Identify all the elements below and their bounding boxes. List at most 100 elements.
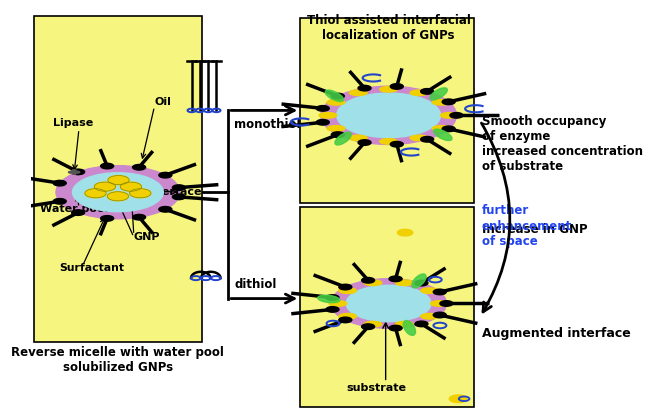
Ellipse shape [173, 185, 185, 191]
Ellipse shape [327, 99, 345, 105]
Text: further
enhancement
of space: further enhancement of space [482, 204, 572, 247]
Ellipse shape [430, 88, 447, 100]
Ellipse shape [73, 173, 163, 212]
Ellipse shape [331, 93, 344, 99]
Ellipse shape [358, 140, 371, 145]
Ellipse shape [330, 279, 446, 328]
Ellipse shape [415, 321, 428, 327]
Ellipse shape [325, 90, 344, 101]
Ellipse shape [410, 135, 428, 141]
Ellipse shape [432, 126, 450, 131]
Ellipse shape [420, 137, 434, 142]
Ellipse shape [449, 395, 467, 402]
Ellipse shape [338, 313, 356, 319]
Ellipse shape [329, 301, 347, 306]
Ellipse shape [450, 112, 463, 118]
Ellipse shape [72, 170, 76, 171]
Ellipse shape [335, 132, 351, 145]
Ellipse shape [390, 142, 403, 147]
Ellipse shape [380, 139, 397, 144]
Ellipse shape [56, 166, 180, 219]
Ellipse shape [389, 325, 402, 331]
Ellipse shape [412, 274, 426, 288]
Text: Reverse micelle with water pool
solubilized GNPs: Reverse micelle with water pool solubili… [11, 346, 224, 373]
Text: substrate: substrate [347, 383, 407, 393]
Text: monothiol: monothiol [234, 118, 301, 131]
Ellipse shape [350, 135, 367, 141]
Text: Oil: Oil [155, 97, 171, 107]
Ellipse shape [120, 182, 141, 191]
Text: Water pool: Water pool [40, 204, 108, 213]
Ellipse shape [108, 175, 129, 184]
Ellipse shape [395, 280, 413, 285]
FancyArrowPatch shape [481, 123, 510, 312]
Ellipse shape [430, 301, 448, 306]
Ellipse shape [319, 112, 336, 118]
Ellipse shape [326, 295, 339, 300]
Ellipse shape [85, 189, 106, 198]
Ellipse shape [397, 229, 412, 236]
Text: GNP: GNP [134, 232, 161, 242]
FancyBboxPatch shape [300, 207, 474, 407]
Ellipse shape [358, 85, 371, 91]
Ellipse shape [133, 214, 145, 220]
Ellipse shape [403, 321, 416, 335]
Ellipse shape [346, 285, 431, 322]
Text: Surfactant: Surfactant [59, 263, 124, 273]
Ellipse shape [364, 321, 382, 327]
Ellipse shape [336, 93, 440, 137]
Ellipse shape [107, 192, 128, 201]
Text: Increase in GNP: Increase in GNP [482, 222, 588, 236]
Ellipse shape [415, 280, 428, 286]
Ellipse shape [338, 288, 356, 294]
Ellipse shape [420, 89, 434, 94]
Text: interface: interface [145, 187, 202, 197]
Ellipse shape [442, 126, 455, 132]
Ellipse shape [321, 86, 457, 144]
Ellipse shape [327, 126, 345, 131]
Ellipse shape [316, 119, 329, 125]
Ellipse shape [390, 84, 403, 89]
Ellipse shape [54, 198, 66, 204]
Ellipse shape [316, 106, 329, 111]
Ellipse shape [130, 189, 151, 198]
Ellipse shape [75, 171, 80, 173]
Ellipse shape [410, 90, 428, 96]
Ellipse shape [434, 312, 446, 318]
Ellipse shape [434, 289, 446, 295]
FancyBboxPatch shape [300, 18, 474, 203]
Text: Lipase: Lipase [53, 118, 93, 128]
Ellipse shape [339, 284, 352, 290]
Ellipse shape [100, 163, 114, 169]
Ellipse shape [159, 207, 172, 212]
Ellipse shape [350, 90, 367, 96]
Ellipse shape [133, 164, 145, 170]
Ellipse shape [434, 129, 452, 141]
Text: Augmented interface: Augmented interface [482, 327, 631, 340]
Ellipse shape [339, 317, 352, 323]
Text: dithiol: dithiol [234, 278, 276, 291]
Ellipse shape [331, 132, 344, 137]
Ellipse shape [440, 301, 453, 306]
Ellipse shape [72, 173, 76, 174]
Ellipse shape [362, 324, 375, 330]
Ellipse shape [69, 171, 73, 173]
Text: Thiol assisted interfacial
localization of GNPs: Thiol assisted interfacial localization … [307, 14, 471, 42]
Ellipse shape [421, 288, 438, 294]
Ellipse shape [326, 307, 339, 312]
Ellipse shape [442, 99, 455, 105]
FancyBboxPatch shape [34, 16, 202, 342]
Ellipse shape [389, 276, 402, 282]
Ellipse shape [159, 172, 172, 178]
Ellipse shape [95, 182, 116, 191]
Ellipse shape [54, 180, 66, 186]
Ellipse shape [71, 169, 85, 175]
Ellipse shape [395, 321, 413, 327]
Text: Smooth occupancy
of enzyme
increased concentration
of substrate: Smooth occupancy of enzyme increased con… [482, 115, 642, 173]
Ellipse shape [71, 210, 85, 216]
Ellipse shape [432, 99, 450, 105]
Ellipse shape [440, 112, 458, 118]
Ellipse shape [421, 313, 438, 319]
Ellipse shape [380, 86, 397, 92]
Ellipse shape [364, 280, 382, 285]
